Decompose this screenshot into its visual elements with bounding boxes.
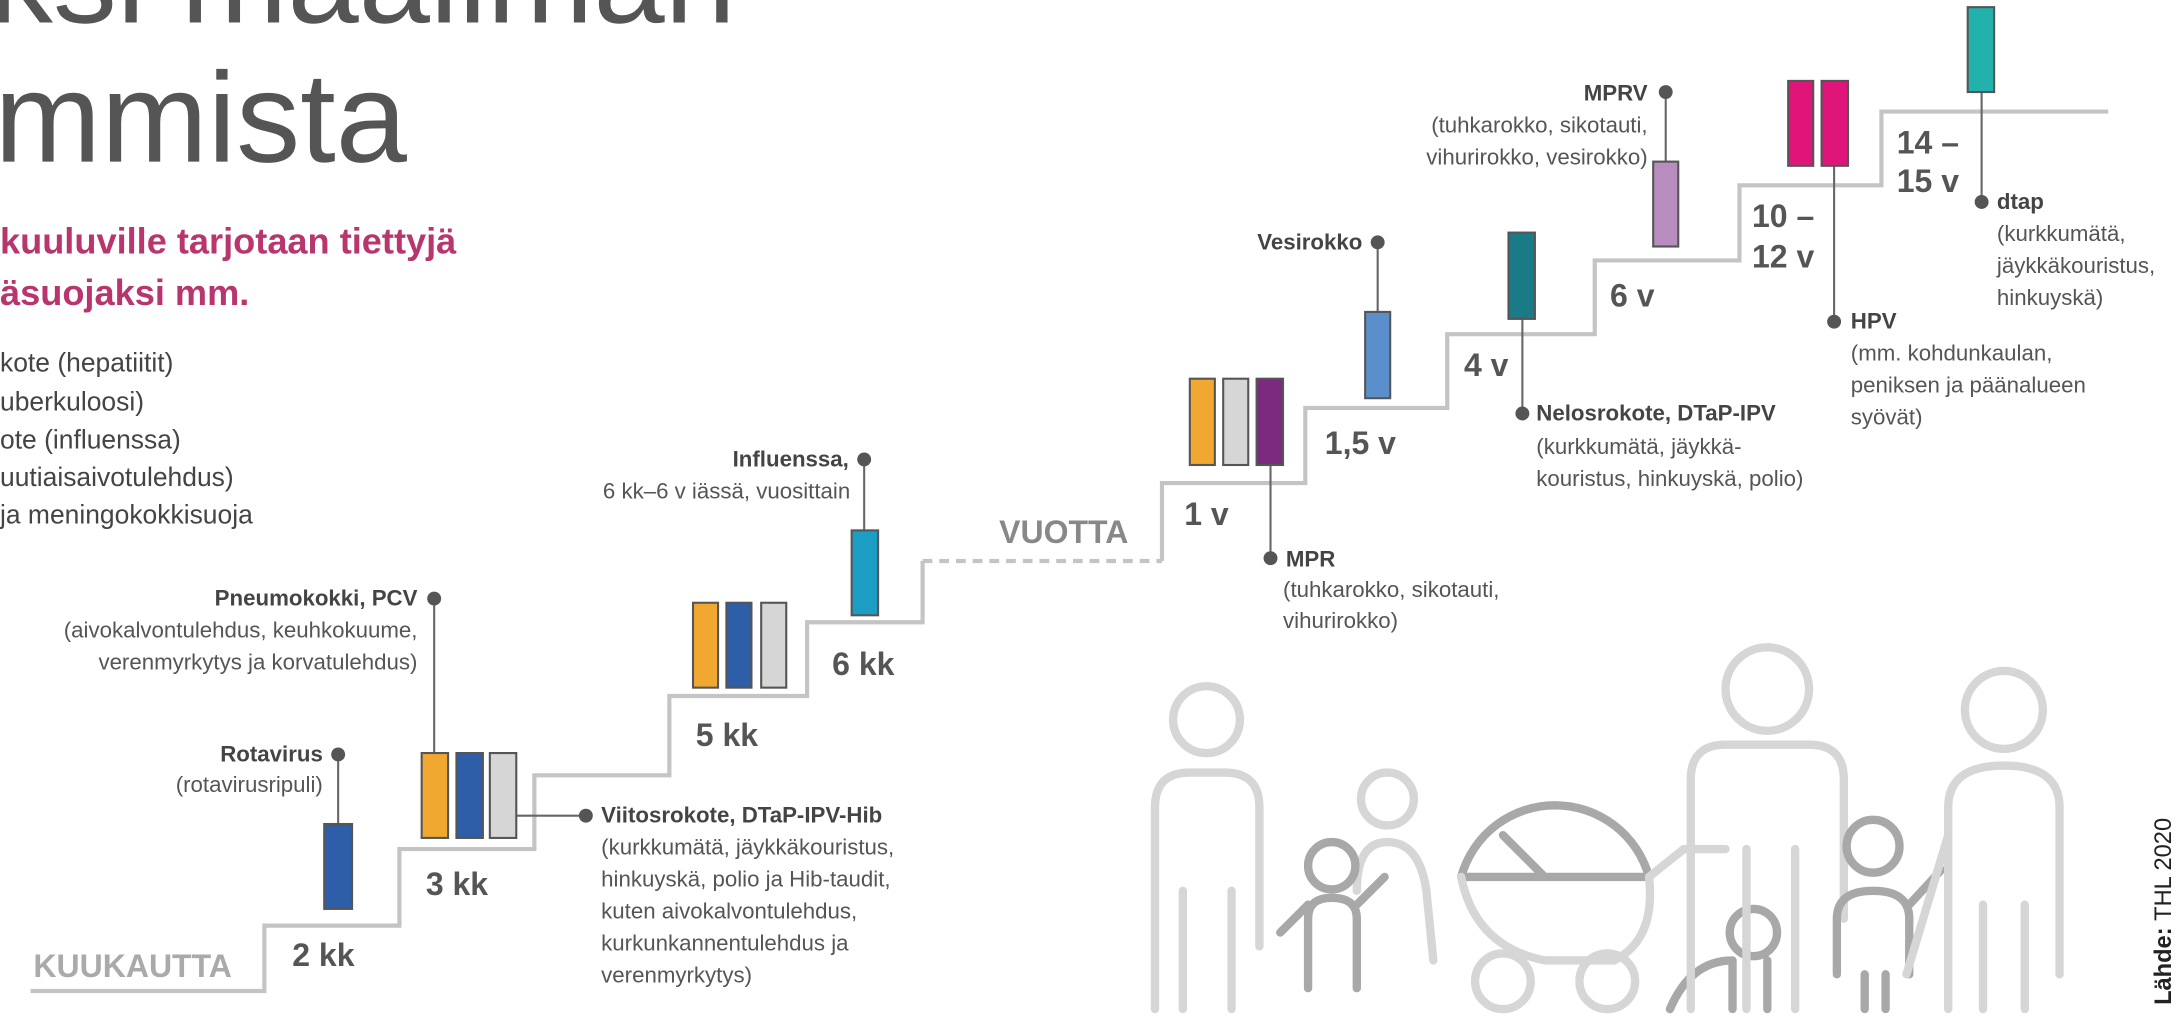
step-label: 6 kk bbox=[832, 646, 894, 682]
vaccine-detail: (aivokalvontulehdus, keuhkokuume, bbox=[64, 618, 418, 643]
vaccine-detail: peniksen ja päänalueen bbox=[1851, 373, 2086, 398]
vaccine-detail: jäykkäkouristus, bbox=[1996, 253, 2155, 278]
vaccine-name: dtap bbox=[1997, 189, 2044, 214]
vaccine-detail: (mm. kohdunkaulan, bbox=[1851, 341, 2053, 366]
list-item: kote (hepatiitit) bbox=[0, 348, 173, 378]
step-label: 5 kk bbox=[696, 717, 758, 753]
step-label: 3 kk bbox=[426, 866, 488, 902]
months-label: KUUKAUTTA bbox=[33, 948, 231, 984]
vaccine-detail: hinkuyskä, polio ja Hib-taudit, bbox=[601, 867, 890, 892]
vaccine-name: Vesirokko bbox=[1257, 229, 1362, 254]
step-label: 2 kk bbox=[292, 937, 354, 973]
vaccine-detail: verenmyrkytys) bbox=[601, 963, 752, 988]
source-text: THL 2020 bbox=[2151, 818, 2177, 921]
step-label: 12 v bbox=[1752, 238, 1814, 274]
step-label: 6 v bbox=[1610, 277, 1655, 313]
list-item: uberkuloosi) bbox=[0, 387, 144, 417]
vaccine-name: MPRV bbox=[1584, 80, 1648, 105]
vaccine-name: Nelosrokote, DTaP-IPV bbox=[1536, 400, 1776, 425]
vaccine-detail: syövät) bbox=[1851, 405, 1923, 430]
title: mmista bbox=[0, 47, 408, 190]
vaccine-detail: verenmyrkytys ja korvatulehdus) bbox=[98, 650, 417, 675]
vaccine-detail: (rotavirusripuli) bbox=[176, 772, 323, 797]
vaccine-name: HPV bbox=[1851, 309, 1897, 334]
step-label: 4 v bbox=[1464, 347, 1509, 383]
vaccine-name: Pneumokokki, PCV bbox=[215, 586, 418, 611]
list-item: uutiaisaivotulehdus) bbox=[0, 462, 234, 492]
step-label: 14 – bbox=[1897, 124, 1959, 160]
step-label: 15 v bbox=[1897, 163, 1959, 199]
source-label: Lähde: bbox=[2151, 927, 2177, 1005]
vaccine-detail: 6 kk–6 v iässä, vuosittain bbox=[603, 478, 850, 503]
vaccine-detail: kurkunkannentulehdus ja bbox=[601, 931, 849, 956]
page: {"header": {"title_lines": ["ksi maailma… bbox=[0, 0, 2182, 1026]
step-label: 1,5 v bbox=[1325, 425, 1396, 461]
family-illustration bbox=[1155, 647, 2060, 1009]
step-label: 1 v bbox=[1184, 496, 1229, 532]
list-item: ja meningokokkisuoja bbox=[0, 499, 253, 529]
vaccine-name: Viitosrokote, DTaP-IPV-Hib bbox=[601, 803, 882, 828]
vaccine-detail: vihurirokko, vesirokko) bbox=[1426, 144, 1647, 169]
subtitle: äsuojaksi mm. bbox=[0, 272, 249, 313]
subtitle: kuuluville tarjotaan tiettyjä bbox=[0, 220, 457, 261]
source: Lähde: THL 2020 bbox=[2151, 818, 2177, 1005]
title: ksi maailman bbox=[0, 0, 736, 50]
vaccine-detail: (tuhkarokko, sikotauti, bbox=[1283, 577, 1499, 602]
vaccine-detail: kuten aivokalvontulehdus, bbox=[601, 899, 857, 924]
years-label: VUOTTA bbox=[999, 514, 1128, 550]
list-item: ote (influenssa) bbox=[0, 424, 181, 454]
vaccine-detail: (kurkkumätä, jäykkäkouristus, bbox=[601, 835, 894, 860]
vaccine-detail: hinkuyskä) bbox=[1997, 285, 2103, 310]
vaccine-detail: (kurkkumätä, jäykkä- bbox=[1536, 434, 1741, 459]
step-label: 10 – bbox=[1752, 198, 1814, 234]
staircase bbox=[1162, 112, 2108, 561]
vaccine-detail: (kurkkumätä, bbox=[1997, 221, 2126, 246]
vaccine-detail: vihurirokko) bbox=[1283, 608, 1398, 633]
vaccine-name: MPR bbox=[1286, 547, 1335, 572]
infographic: ksi maailman mmista kuuluville tarjotaan… bbox=[0, 0, 2182, 1026]
vaccine-detail: kouristus, hinkuyskä, polio) bbox=[1536, 466, 1803, 491]
vaccine-name: Influenssa, bbox=[733, 446, 849, 471]
vaccine-detail: (tuhkarokko, sikotauti, bbox=[1431, 112, 1647, 137]
vaccine-name: Rotavirus bbox=[220, 741, 323, 766]
